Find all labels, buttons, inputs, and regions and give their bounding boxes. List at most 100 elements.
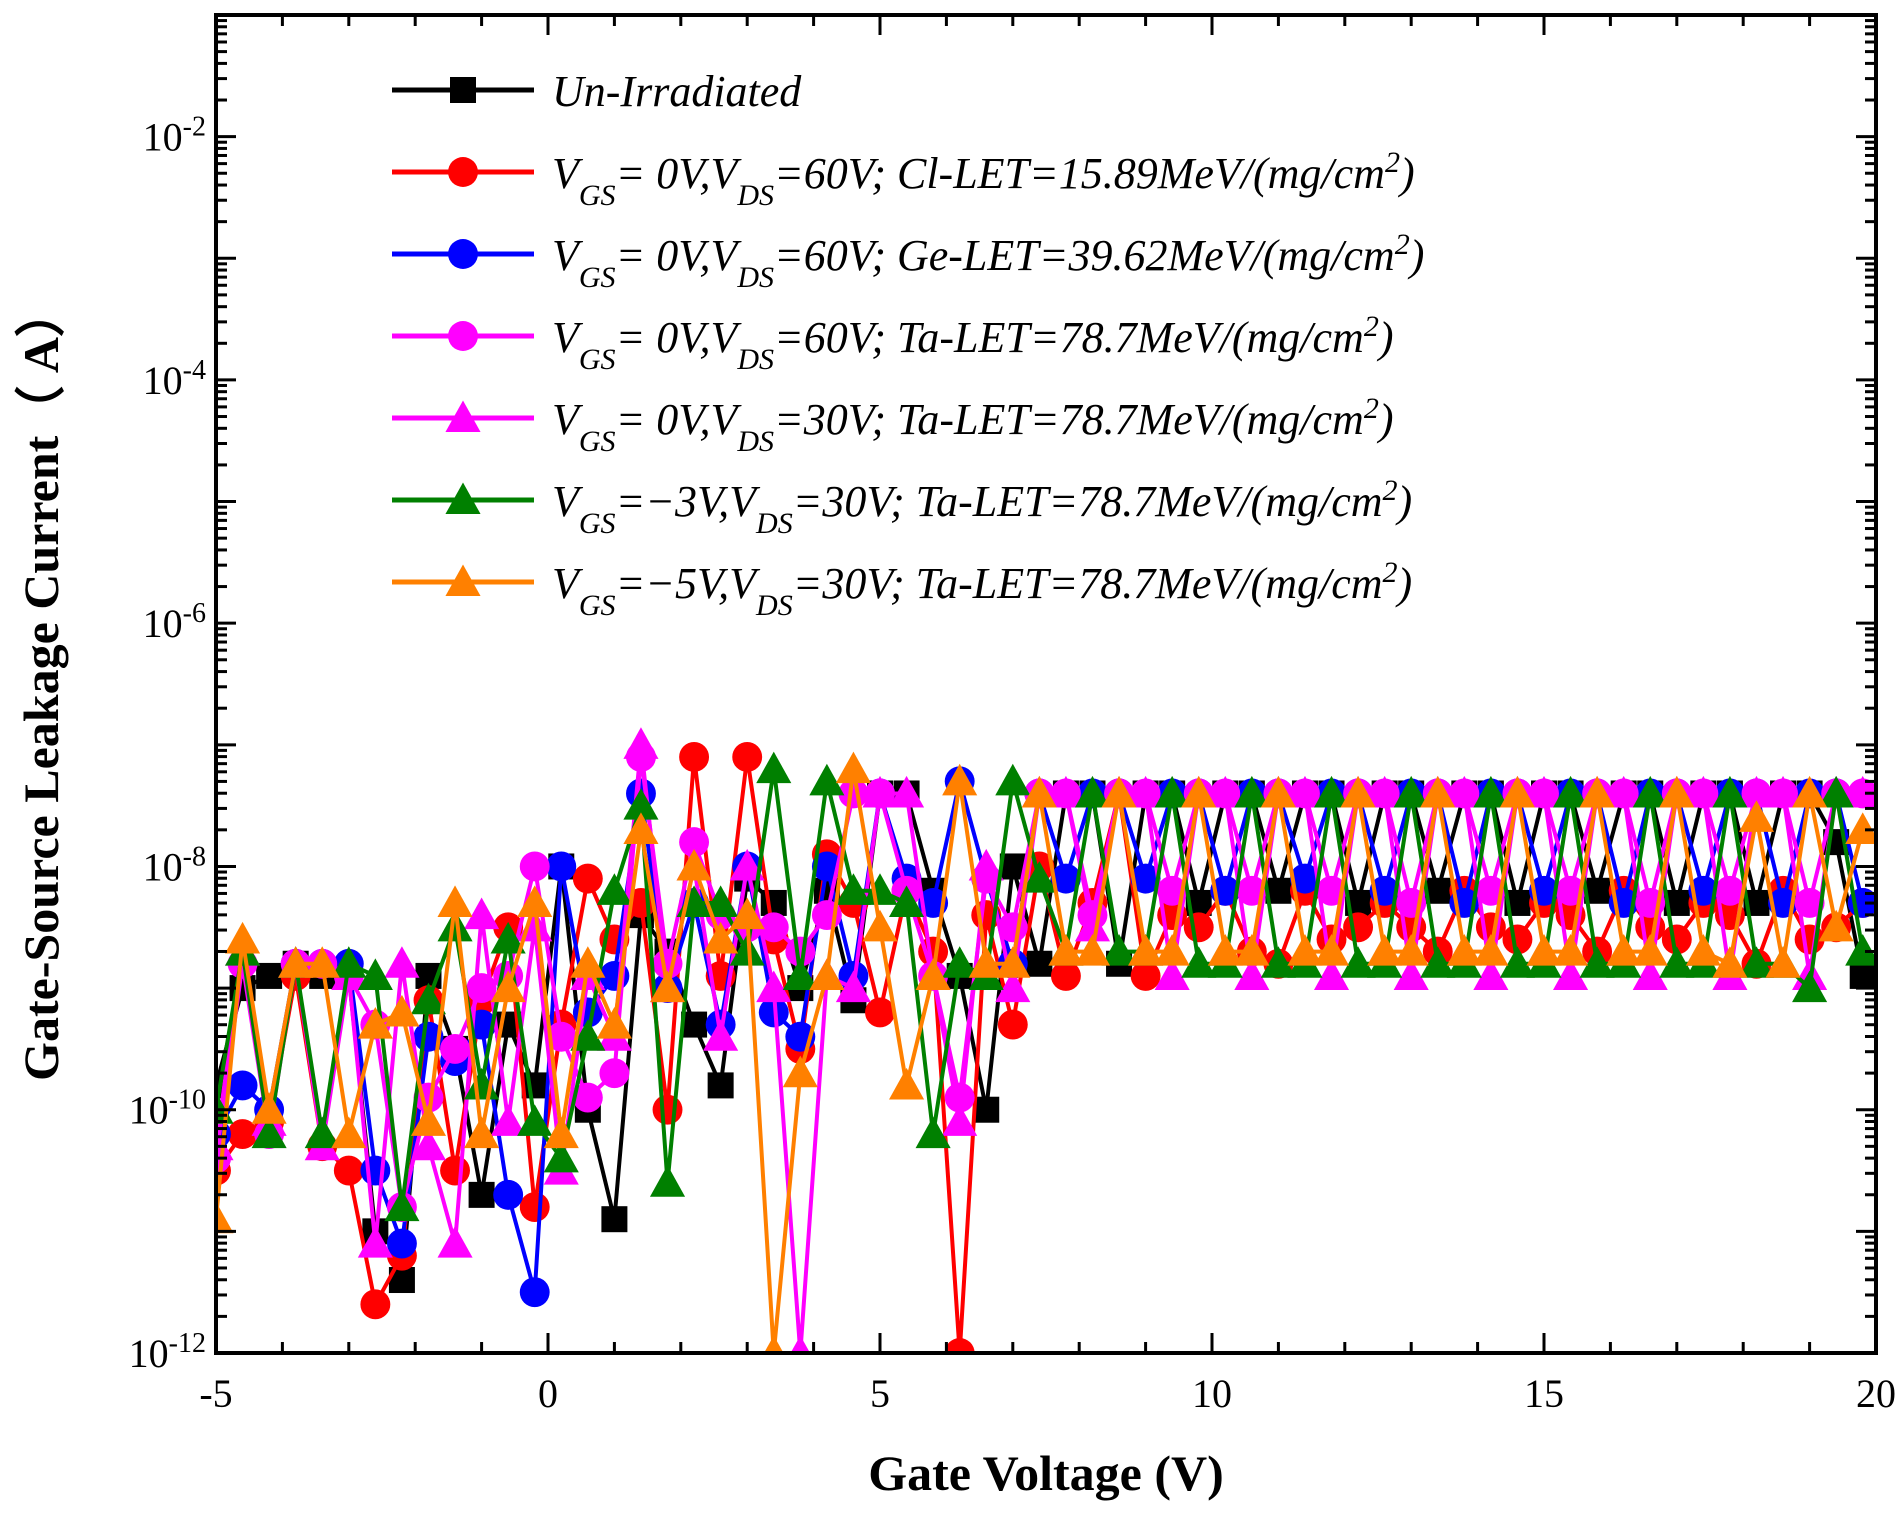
data-point-6-17 <box>649 970 686 1003</box>
legend-entry-1: VGS= 0V,VDS=60V; Cl-LET=15.89MeV/(mg/cm2… <box>392 146 1415 212</box>
legend-marker <box>445 482 481 515</box>
data-point-3-60 <box>1794 887 1825 918</box>
data-point-5-51 <box>1553 775 1589 808</box>
data-point-5-33 <box>1074 775 1111 808</box>
x-tick-label: 10 <box>1192 1371 1232 1416</box>
data-point-6-8 <box>410 1104 447 1136</box>
data-point-5-39 <box>1234 775 1270 808</box>
data-point-3-21 <box>758 912 789 943</box>
data-point-4-50 <box>1526 775 1562 808</box>
legend-entry-3: VGS= 0V,VDS=60V; Ta-LET=78.7MeV/(mg/cm2) <box>392 310 1393 376</box>
legend-marker <box>448 321 478 351</box>
data-point-6-45 <box>1393 934 1429 966</box>
data-point-6-35 <box>1128 934 1164 966</box>
legend-entry-5: VGS=−3V,VDS=30V; Ta-LET=78.7MeV/(mg/cm2) <box>392 474 1412 540</box>
data-point-1-37 <box>1183 912 1214 943</box>
series-layer <box>216 727 1876 1353</box>
data-point-6-2 <box>251 1092 287 1124</box>
data-point-4-6 <box>357 1225 393 1258</box>
data-point-4-16 <box>623 727 659 759</box>
data-point-0-2 <box>256 962 283 989</box>
data-point-6-55 <box>1659 775 1695 808</box>
data-point-6-9 <box>437 885 473 917</box>
data-point-5-17 <box>649 1165 686 1197</box>
legend-marker <box>448 239 478 269</box>
data-point-5-27 <box>915 1116 951 1149</box>
data-point-6-4 <box>304 946 340 978</box>
data-point-4-19 <box>703 1019 739 1051</box>
data-point-6-44 <box>1367 934 1403 966</box>
data-point-6-14 <box>570 946 606 978</box>
data-point-6-26 <box>889 1067 925 1100</box>
data-point-4-32 <box>1048 775 1084 808</box>
data-point-6-52 <box>1579 775 1615 808</box>
data-point-4-42 <box>1313 958 1350 990</box>
data-point-5-30 <box>995 763 1031 796</box>
data-point-0-19 <box>707 1072 734 1099</box>
data-point-4-24 <box>835 970 871 1003</box>
legend-label: VGS=−3V,VDS=30V; Ta-LET=78.7MeV/(mg/cm2) <box>552 474 1412 540</box>
data-point-5-20 <box>729 934 765 966</box>
legend-label: VGS= 0V,VDS=60V; Cl-LET=15.89MeV/(mg/cm2… <box>552 146 1415 212</box>
data-point-6-33 <box>1074 934 1111 966</box>
data-point-5-13 <box>543 1140 579 1173</box>
data-point-0-15 <box>601 1206 628 1233</box>
data-point-2-12 <box>519 1277 550 1308</box>
data-point-1-32 <box>1050 960 1081 991</box>
data-point-6-58 <box>1738 800 1775 832</box>
legend-marker <box>445 564 481 597</box>
data-point-6-50 <box>1526 934 1562 966</box>
data-point-5-6 <box>357 958 393 990</box>
data-point-6-36 <box>1154 934 1190 966</box>
data-point-4-54 <box>1632 958 1668 990</box>
data-point-5-52 <box>1579 946 1615 978</box>
data-point-6-37 <box>1181 775 1217 808</box>
data-point-6-13 <box>543 1116 579 1149</box>
data-point-4-29 <box>968 848 1004 881</box>
data-point-5-49 <box>1499 946 1535 978</box>
data-point-5-40 <box>1260 946 1296 978</box>
data-point-3-14 <box>572 1082 603 1113</box>
data-point-4-8 <box>410 1128 447 1161</box>
data-point-5-21 <box>756 751 792 784</box>
x-tick-label: 20 <box>1856 1371 1896 1416</box>
data-point-6-39 <box>1234 934 1270 966</box>
data-point-6-59 <box>1765 946 1801 978</box>
data-point-6-42 <box>1313 934 1350 966</box>
data-point-4-28 <box>942 1104 978 1136</box>
data-point-6-15 <box>596 1007 632 1039</box>
data-point-6-6 <box>357 1007 393 1039</box>
data-point-5-8 <box>410 982 447 1015</box>
data-point-6-61 <box>1818 909 1854 942</box>
legend-entry-2: VGS= 0V,VDS=60V; Ge-LET=39.62MeV/(mg/cm2… <box>392 228 1424 294</box>
legend-label: VGS= 0V,VDS=60V; Ta-LET=78.7MeV/(mg/cm2) <box>552 310 1393 376</box>
data-point-5-26 <box>889 885 925 917</box>
data-point-4-58 <box>1738 775 1775 808</box>
legend-entry-4: VGS= 0V,VDS=30V; Ta-LET=78.7MeV/(mg/cm2) <box>392 392 1393 458</box>
data-point-3-18 <box>679 827 710 858</box>
data-point-4-51 <box>1553 958 1589 990</box>
data-point-4-25 <box>862 775 898 808</box>
data-point-5-42 <box>1313 775 1350 808</box>
data-point-4-22 <box>790 1335 811 1353</box>
data-point-5-62 <box>1845 934 1876 966</box>
data-point-5-11 <box>490 921 526 954</box>
data-point-0-29 <box>973 1096 1000 1123</box>
data-point-1-14 <box>572 863 603 894</box>
legend-label: Un-Irradiated <box>552 67 802 116</box>
data-point-6-5 <box>331 1116 367 1149</box>
data-point-5-19 <box>703 885 739 917</box>
data-point-4-7 <box>384 946 420 978</box>
legend-label: VGS= 0V,VDS=30V; Ta-LET=78.7MeV/(mg/cm2) <box>552 392 1393 458</box>
data-point-5-34 <box>1101 934 1137 966</box>
data-point-4-45 <box>1393 958 1429 990</box>
data-point-4-44 <box>1367 775 1403 808</box>
data-point-2-1 <box>227 1070 258 1101</box>
data-point-6-41 <box>1287 934 1323 966</box>
data-point-6-54 <box>1632 934 1668 966</box>
data-point-1-1 <box>227 1119 258 1150</box>
data-point-1-20 <box>732 742 763 772</box>
data-point-6-19 <box>703 921 739 954</box>
data-point-6-60 <box>1792 775 1828 808</box>
data-point-0-31 <box>1026 950 1053 977</box>
